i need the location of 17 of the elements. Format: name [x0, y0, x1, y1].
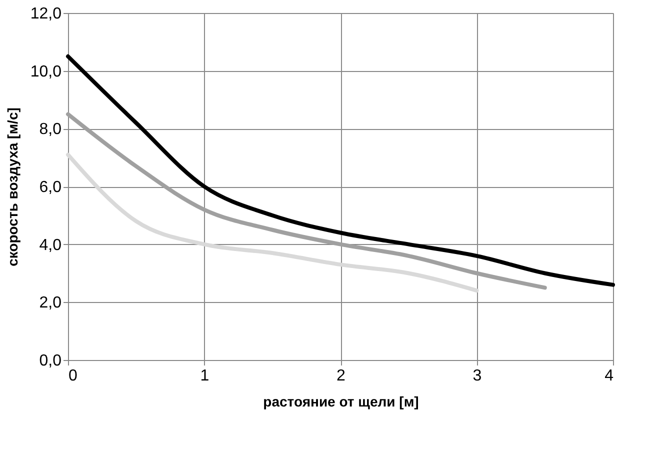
- y-axis-title: скорость воздуха [м/с]: [4, 108, 20, 266]
- x-tick-label: 3: [472, 368, 482, 384]
- y-tick-label: 2,0: [39, 294, 62, 312]
- x-tick-label: 1: [200, 368, 210, 384]
- line-series: [66, 112, 547, 290]
- y-tick-label: 6,0: [39, 179, 62, 196]
- x-tick-label: 4: [604, 368, 614, 384]
- y-tick-label: 0,0: [39, 352, 62, 370]
- line-series: [66, 152, 479, 293]
- x-axis-title: растояние от щели [м]: [263, 394, 419, 410]
- y-tick-label: 4,0: [39, 236, 62, 254]
- x-tick-label: 0: [68, 368, 78, 384]
- x-tick-label: 2: [336, 368, 346, 384]
- y-tick-label: 10,0: [30, 63, 62, 80]
- y-tick-label: 8,0: [39, 121, 62, 138]
- line-series: [66, 54, 615, 287]
- y-tick-label: 12,0: [30, 6, 62, 22]
